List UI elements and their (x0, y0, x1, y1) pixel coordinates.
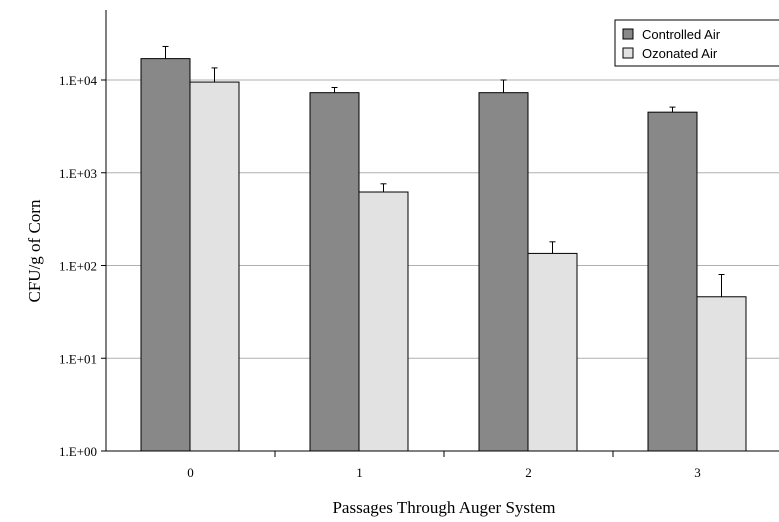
x-tick-label: 0 (187, 465, 194, 480)
legend-swatch-controlled-air (622, 28, 634, 40)
y-tick-label: 1.E+03 (59, 166, 97, 181)
x-tick-label: 1 (356, 465, 363, 480)
bar-ozonated-air-1 (358, 191, 409, 452)
x-axis-label: Passages Through Auger System (332, 498, 555, 517)
y-tick-label: 1.E+02 (59, 259, 97, 274)
bar-ozonated-air-2 (527, 252, 578, 452)
bar-ozonated-air-3 (696, 296, 747, 452)
bar-controlled-air-3 (647, 111, 698, 452)
legend-swatch-ozonated-air (622, 47, 634, 59)
y-axis-label: CFU/g of Corn (25, 199, 44, 302)
error-bars (162, 45, 725, 297)
y-tick-labels: 1.E+00 1.E+01 1.E+02 1.E+03 1.E+04 (59, 73, 98, 459)
bar-controlled-air-2 (478, 92, 529, 452)
bar-controlled-air-1 (309, 92, 360, 452)
y-tick-label: 1.E+01 (59, 351, 97, 366)
axes (101, 10, 779, 457)
x-tick-label: 3 (694, 465, 701, 480)
x-tick-label: 2 (525, 465, 532, 480)
legend-label-ozonated-air: Ozonated Air (642, 46, 718, 61)
x-tick-labels: 0 1 2 3 (187, 465, 701, 480)
legend-label-controlled-air: Controlled Air (642, 27, 721, 42)
y-tick-label: 1.E+04 (59, 73, 98, 88)
y-tick-label: 1.E+00 (59, 444, 97, 459)
legend: Controlled Air Ozonated Air (614, 19, 779, 67)
bar-controlled-air-0 (140, 58, 191, 452)
legend-box (614, 19, 779, 67)
bar-ozonated-air-0 (189, 81, 240, 452)
bars (140, 58, 747, 452)
